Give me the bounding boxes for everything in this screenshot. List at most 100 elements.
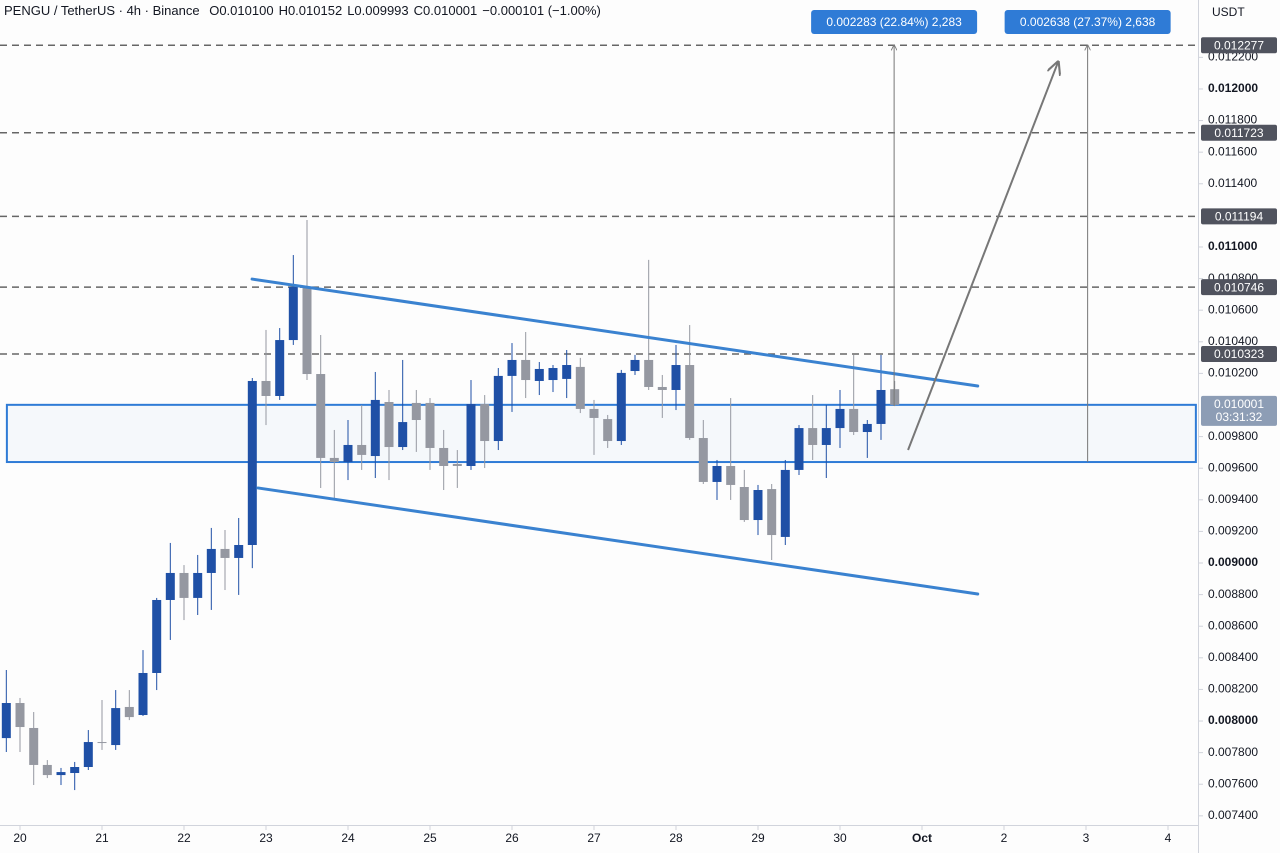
plot xyxy=(0,44,1198,791)
candle-body xyxy=(316,374,326,458)
y-tick-label: 0.009600 xyxy=(1208,460,1258,474)
ohlc-key: L xyxy=(347,3,354,18)
candle-body xyxy=(657,386,667,390)
candle-body xyxy=(452,463,462,466)
candle-body xyxy=(411,402,421,421)
candle-body xyxy=(384,401,394,448)
y-tick-label: 0.007800 xyxy=(1208,745,1258,759)
candle-body xyxy=(15,703,25,728)
ohlc-value: 0.010100 xyxy=(219,3,273,18)
candle-body xyxy=(534,368,544,381)
measure-label-box xyxy=(811,10,978,34)
candle-body xyxy=(644,359,654,387)
axis-unit: USDT xyxy=(1212,5,1245,19)
y-tick-label: 0.010200 xyxy=(1208,366,1258,380)
measure-label: 0.002283 (22.84%) 2,283 xyxy=(826,15,962,29)
candle-body xyxy=(193,572,203,598)
candle-body xyxy=(480,404,490,442)
candle-body xyxy=(97,742,107,744)
projection-arrow xyxy=(907,62,1058,451)
candle-body xyxy=(862,423,872,433)
level-label-box xyxy=(1201,345,1277,362)
candle-body xyxy=(821,428,831,445)
measure-label: 0.002638 (27.37%) 2,638 xyxy=(1020,15,1156,29)
candle-body xyxy=(70,767,80,774)
y-tick-label: 0.007600 xyxy=(1208,776,1258,790)
candle-body xyxy=(206,548,216,573)
candle-body xyxy=(234,544,244,558)
price-label: 0.010001 xyxy=(1214,397,1264,411)
candle-body xyxy=(138,672,148,716)
x-tick-label: 28 xyxy=(669,831,683,845)
candle-body xyxy=(329,457,339,463)
level-label: 0.010323 xyxy=(1214,347,1264,361)
y-tick-label: 0.008400 xyxy=(1208,650,1258,664)
candle-body xyxy=(808,428,818,445)
candle-body xyxy=(466,404,476,466)
x-tick-label: 20 xyxy=(13,831,27,845)
ohlc-value: 0.009993 xyxy=(354,3,408,18)
ohlc-key: O xyxy=(209,3,219,18)
symbol: PENGU / TetherUS · 4h · Binance xyxy=(4,3,200,18)
level-label: 0.012277 xyxy=(1214,38,1264,52)
candle-body xyxy=(56,772,66,776)
candle-body xyxy=(439,447,449,466)
candle-body xyxy=(753,490,763,521)
x-tick-label: 26 xyxy=(505,831,519,845)
y-tick-label: 0.008000 xyxy=(1208,713,1258,727)
level-label-box xyxy=(1201,37,1277,54)
level-label: 0.010746 xyxy=(1214,280,1264,294)
candle-body xyxy=(616,372,626,442)
candle-body xyxy=(275,340,285,396)
candle-body xyxy=(739,487,749,521)
candle-body xyxy=(575,366,585,409)
candle-body xyxy=(890,389,900,405)
y-tick-label: 0.007400 xyxy=(1208,808,1258,822)
x-tick-label: 21 xyxy=(95,831,109,845)
countdown: 03:31:32 xyxy=(1216,410,1263,424)
y-tick-label: 0.008800 xyxy=(1208,587,1258,601)
x-tick-label: Oct xyxy=(912,831,932,845)
candle-body xyxy=(630,359,640,372)
y-tick-label: 0.011400 xyxy=(1208,176,1257,190)
y-tick-label: 0.009000 xyxy=(1208,555,1258,569)
candle-body xyxy=(603,419,613,442)
candle-body xyxy=(767,489,777,536)
candle-body xyxy=(42,764,52,776)
x-tick-label: 23 xyxy=(259,831,273,845)
change: −0.000101 (−1.00%) xyxy=(482,3,601,18)
x-tick-label: 4 xyxy=(1165,831,1172,845)
y-tick-label: 0.012000 xyxy=(1208,81,1258,95)
candle-body xyxy=(712,465,722,482)
candle-body xyxy=(849,408,859,433)
candle-body xyxy=(261,380,271,396)
x-tick-label: 25 xyxy=(423,831,437,845)
candle-body xyxy=(83,742,93,768)
zone xyxy=(5,403,1197,464)
candle-body xyxy=(370,399,380,457)
level-label-box xyxy=(1201,208,1277,225)
y-tick-label: 0.009800 xyxy=(1208,429,1258,443)
candle-body xyxy=(357,444,367,455)
candle-body xyxy=(507,359,517,376)
x-tick-label: 3 xyxy=(1083,831,1090,845)
candle-body xyxy=(548,368,558,381)
candle-body xyxy=(835,408,845,429)
candle-body xyxy=(247,380,257,545)
y-tick-label: 0.008600 xyxy=(1208,618,1258,632)
candle-body xyxy=(152,599,162,673)
candle-body xyxy=(425,402,435,448)
candle-body xyxy=(288,286,298,341)
candle-body xyxy=(562,365,572,379)
ohlc-value: 0.010001 xyxy=(423,3,477,18)
candle-body xyxy=(780,469,790,537)
y-tick-label: 0.008200 xyxy=(1208,682,1258,696)
channel-line xyxy=(256,486,980,596)
candle-body xyxy=(671,365,681,390)
x-tick-label: 24 xyxy=(341,831,355,845)
candle-body xyxy=(876,389,886,424)
x-tick-label: 2 xyxy=(1001,831,1008,845)
candle-body xyxy=(685,365,695,439)
